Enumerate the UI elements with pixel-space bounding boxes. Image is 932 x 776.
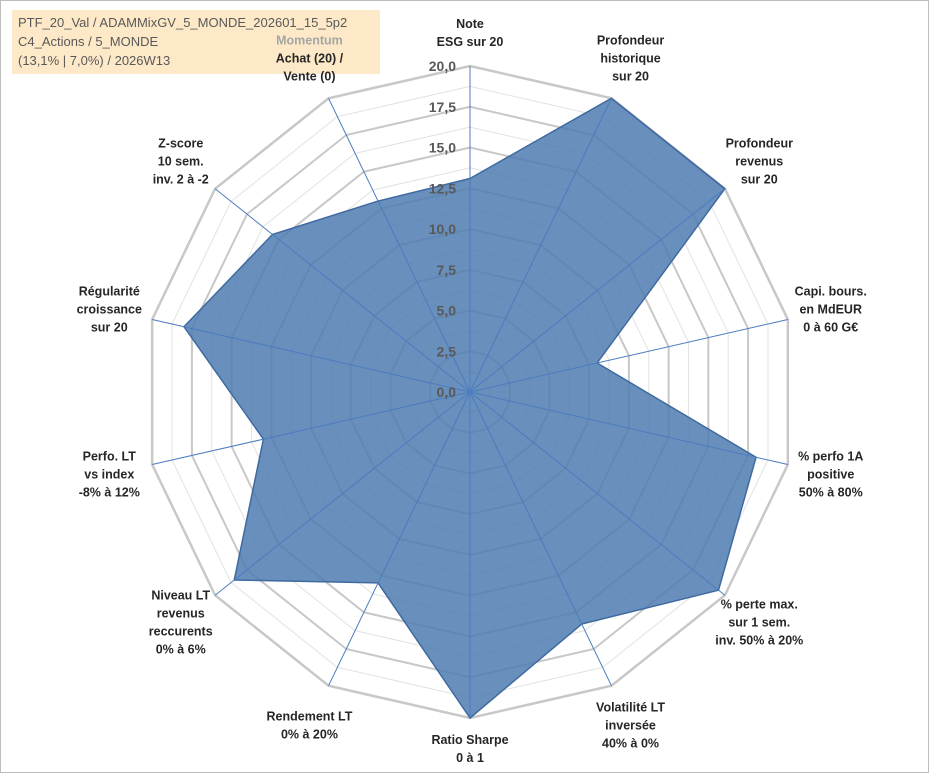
axis-label: % perfo 1A positive 50% à 80% [798,449,863,499]
axis-label-line: Momentum [276,34,343,48]
axis-label-line: positive [807,467,854,481]
axis-label-line: 0 à 1 [456,751,484,765]
radial-tick-label: 0,0 [437,384,457,400]
axis-label-line: inversée [605,718,656,732]
axis-label-line: 50% à 80% [799,485,863,499]
header-line-3: (13,1% | 7,0%) / 2026W13 [18,53,171,68]
axis-label: Capi. bours. en MdEUR 0 à 60 G€ [795,285,867,335]
axis-spoke [214,188,471,393]
axis-label-line: Régularité [79,285,140,299]
axis-label: Perfo. LT vs index -8% à 12% [79,449,140,499]
header-line-1: PTF_20_Val / ADAMMixGV_5_MONDE_202601_15… [18,15,348,30]
radial-tick-label: 20,0 [429,58,456,74]
axis-label-line: Note [456,17,484,31]
axis-label-line: Achat (20) / [276,52,344,66]
axis-label-line: Perfo. LT [83,449,137,463]
axis-label-line: Capi. bours. [795,285,867,299]
axis-spoke [152,318,471,393]
axis-label: Rendement LT 0% à 20% [267,709,353,741]
axis-labels: Note ESG sur 20 Profondeur historique sur 20… [77,17,867,765]
axis-label: Régularité croissance sur 20 [77,285,142,335]
axis-label-line: Rendement LT [267,709,353,723]
axis-label-line: inv. 50% à 20% [715,634,803,648]
axis-spoke [469,98,612,393]
axis-label-line: Niveau LT [151,589,210,603]
axis-spoke [469,318,788,393]
axis-label-line: Profondeur [597,34,664,48]
axis-label-line: sur 20 [741,172,778,186]
radial-tick-label: 15,0 [429,140,456,156]
axis-label-line: en MdEUR [799,303,862,317]
axis-label-line: 10 sem. [158,154,204,168]
axis-label-line: inv. 2 à -2 [153,172,209,186]
axis-label-line: sur 1 sem. [728,616,790,630]
axis-spoke [469,391,726,596]
radial-tick-label: 7,5 [437,262,457,278]
radial-tick-label: 12,5 [429,180,456,196]
axis-label: Profondeur historique sur 20 [597,34,664,84]
axis-label: Momentum Achat (20) / Vente (0) [276,34,344,84]
radial-tick-label: 5,0 [437,303,457,319]
axis-label-line: 0% à 20% [281,727,338,741]
axis-label-line: Z-score [158,136,203,150]
axis-spoke [328,391,471,686]
radial-tick-label: 10,0 [429,221,456,237]
axis-label-line: 40% à 0% [602,736,659,750]
radial-tick-label: 17,5 [429,99,456,115]
axis-label: Volatilité LT inversée 40% à 0% [596,700,665,750]
axis-label-line: 0 à 60 G€ [803,321,858,335]
axis-label-line: ESG sur 20 [437,35,504,49]
axis-label: Z-score 10 sem. inv. 2 à -2 [153,136,209,186]
radial-tick-label: 2,5 [437,343,457,359]
axis-label-line: sur 20 [91,321,128,335]
axis-spoke [469,391,788,466]
axis-spoke [469,188,726,393]
axis-label-line: revenus [735,154,783,168]
axis-label-line: reccurents [149,625,213,639]
axis-spoke [328,98,471,393]
radial-tick-labels: 0,0 2,5 5,0 7,5 10,0 12,5 15,0 17,5 20,0 [429,58,456,400]
axis-label: Profondeur revenus sur 20 [726,136,793,186]
axis-label: Niveau LT revenus reccurents 0% à 6% [149,589,213,657]
axis-spoke [152,391,471,466]
header-line-2: C4_Actions / 5_MONDE [18,34,159,49]
axis-label-line: revenus [157,607,205,621]
axis-label-line: sur 20 [612,70,649,84]
axis-label-line: croissance [77,303,142,317]
axis-label: % perte max. sur 1 sem. inv. 50% à 20% [715,598,803,648]
axis-label-line: Ratio Sharpe [431,733,508,747]
chart-header-box: PTF_20_Val / ADAMMixGV_5_MONDE_202601_15… [12,10,380,74]
axis-label: Ratio Sharpe 0 à 1 [431,733,508,765]
axis-label-line: vs index [84,467,134,481]
axis-label-line: historique [600,52,660,66]
axis-label-line: Volatilité LT [596,700,665,714]
axis-label-line: Profondeur [726,136,793,150]
axis-label-line: % perfo 1A [798,449,863,463]
axis-label-line: % perte max. [721,598,798,612]
axis-label: Note ESG sur 20 [437,17,504,49]
axis-label-line: 0% à 6% [156,643,206,657]
axis-spoke [214,391,471,596]
axis-label-line: Vente (0) [283,70,335,84]
axis-spoke [469,391,612,686]
axis-label-line: -8% à 12% [79,485,140,499]
